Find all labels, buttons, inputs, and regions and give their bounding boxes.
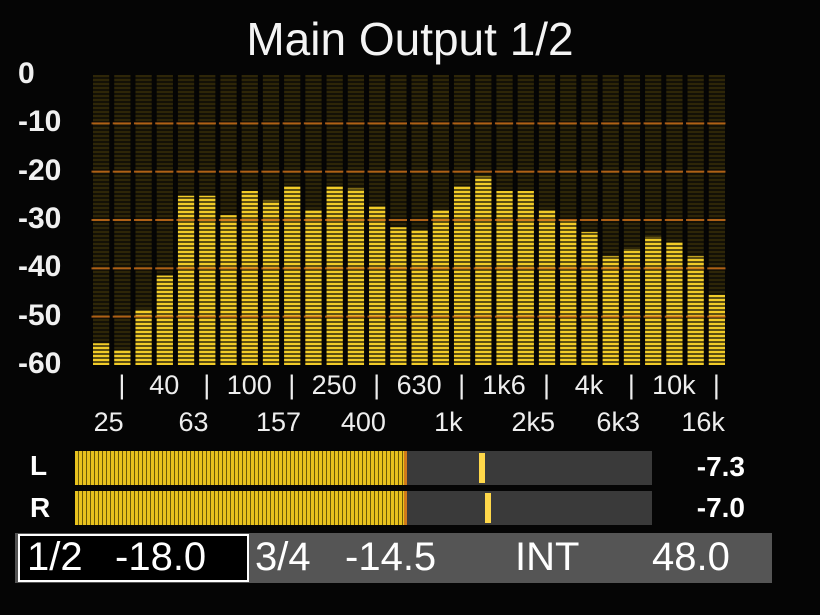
bar-500: [369, 205, 386, 365]
page-title: Main Output 1/2: [246, 13, 574, 65]
y-tick: -50: [18, 298, 62, 332]
selected-channel: 1/2: [27, 535, 83, 579]
bar-157: [262, 200, 280, 365]
bar-50: [156, 275, 173, 365]
x-tick-top: 1k6: [482, 370, 526, 400]
channel2-value: -14.5: [345, 535, 437, 579]
bar-1k25: [453, 186, 471, 365]
x-tick-top: 4k: [574, 370, 604, 400]
x-tick-top: |: [288, 370, 296, 400]
x-tick-top: |: [203, 370, 211, 400]
x-tick-top: 10k: [652, 370, 696, 400]
bar-1k6: [475, 176, 492, 365]
meter-left: [75, 451, 652, 485]
x-tick-bottom: 16k: [681, 407, 725, 437]
bar-630: [390, 227, 407, 365]
selected-channel-box[interactable]: [18, 534, 249, 582]
x-tick-bottom: 63: [178, 407, 209, 437]
meter-left-fill: [75, 451, 407, 485]
x-tick-top: 100: [226, 370, 272, 400]
channel2[interactable]: 3/4: [255, 535, 311, 579]
x-tick-top: 250: [311, 370, 357, 400]
meter-right-fill: [75, 491, 407, 525]
bar-4k: [560, 220, 577, 365]
bar-63: [177, 195, 195, 365]
y-tick: -60: [18, 347, 62, 380]
spectrum-chart: [90, 75, 727, 365]
y-tick: -10: [18, 105, 62, 139]
x-tick-top: 630: [396, 370, 442, 400]
meter-right: [75, 491, 652, 525]
x-tick-top: 40: [149, 370, 180, 400]
y-tick: -40: [18, 250, 62, 284]
sync-source: INT: [515, 535, 580, 579]
y-tick: -30: [18, 202, 62, 235]
x-tick-bottom: 6k3: [596, 407, 640, 437]
bar-80: [199, 195, 216, 365]
selected-channel-value: -18.0: [115, 535, 207, 579]
x-tick-bottom: 157: [255, 407, 301, 437]
meter-left-peak: [478, 453, 485, 483]
meter-right-value: -7.0: [696, 492, 745, 523]
x-tick-bottom: 2k5: [511, 407, 556, 437]
bar-40: [135, 309, 152, 365]
y-tick: 0: [18, 57, 35, 90]
x-tick-top: |: [118, 370, 126, 400]
x-tick-top: |: [712, 370, 720, 400]
bar-200: [284, 186, 301, 365]
x-tick-top: |: [458, 370, 466, 400]
bar-6k3: [602, 256, 619, 365]
x-tick-top: |: [627, 370, 635, 400]
bar-400: [347, 188, 365, 365]
x-tick-top: |: [543, 370, 551, 400]
meter-left-value: -7.3: [696, 451, 745, 482]
bar-315: [326, 186, 343, 365]
x-tick-bottom: 400: [340, 407, 386, 437]
y-tick: -20: [18, 153, 62, 187]
meter-right-peak: [484, 493, 491, 523]
bar-16k: [687, 256, 704, 365]
status-bar: 1/2 -18.0 3/4 -14.5 INT 48.0: [15, 533, 772, 583]
x-tick-bottom: 25: [93, 407, 124, 437]
sample-rate: 48.0: [652, 535, 730, 579]
bar-800: [411, 229, 428, 365]
meter-label-left: L: [30, 450, 48, 481]
meter-label-right: R: [30, 492, 51, 523]
x-tick-bottom: 1k: [434, 407, 463, 437]
x-tick-top: |: [373, 370, 381, 400]
